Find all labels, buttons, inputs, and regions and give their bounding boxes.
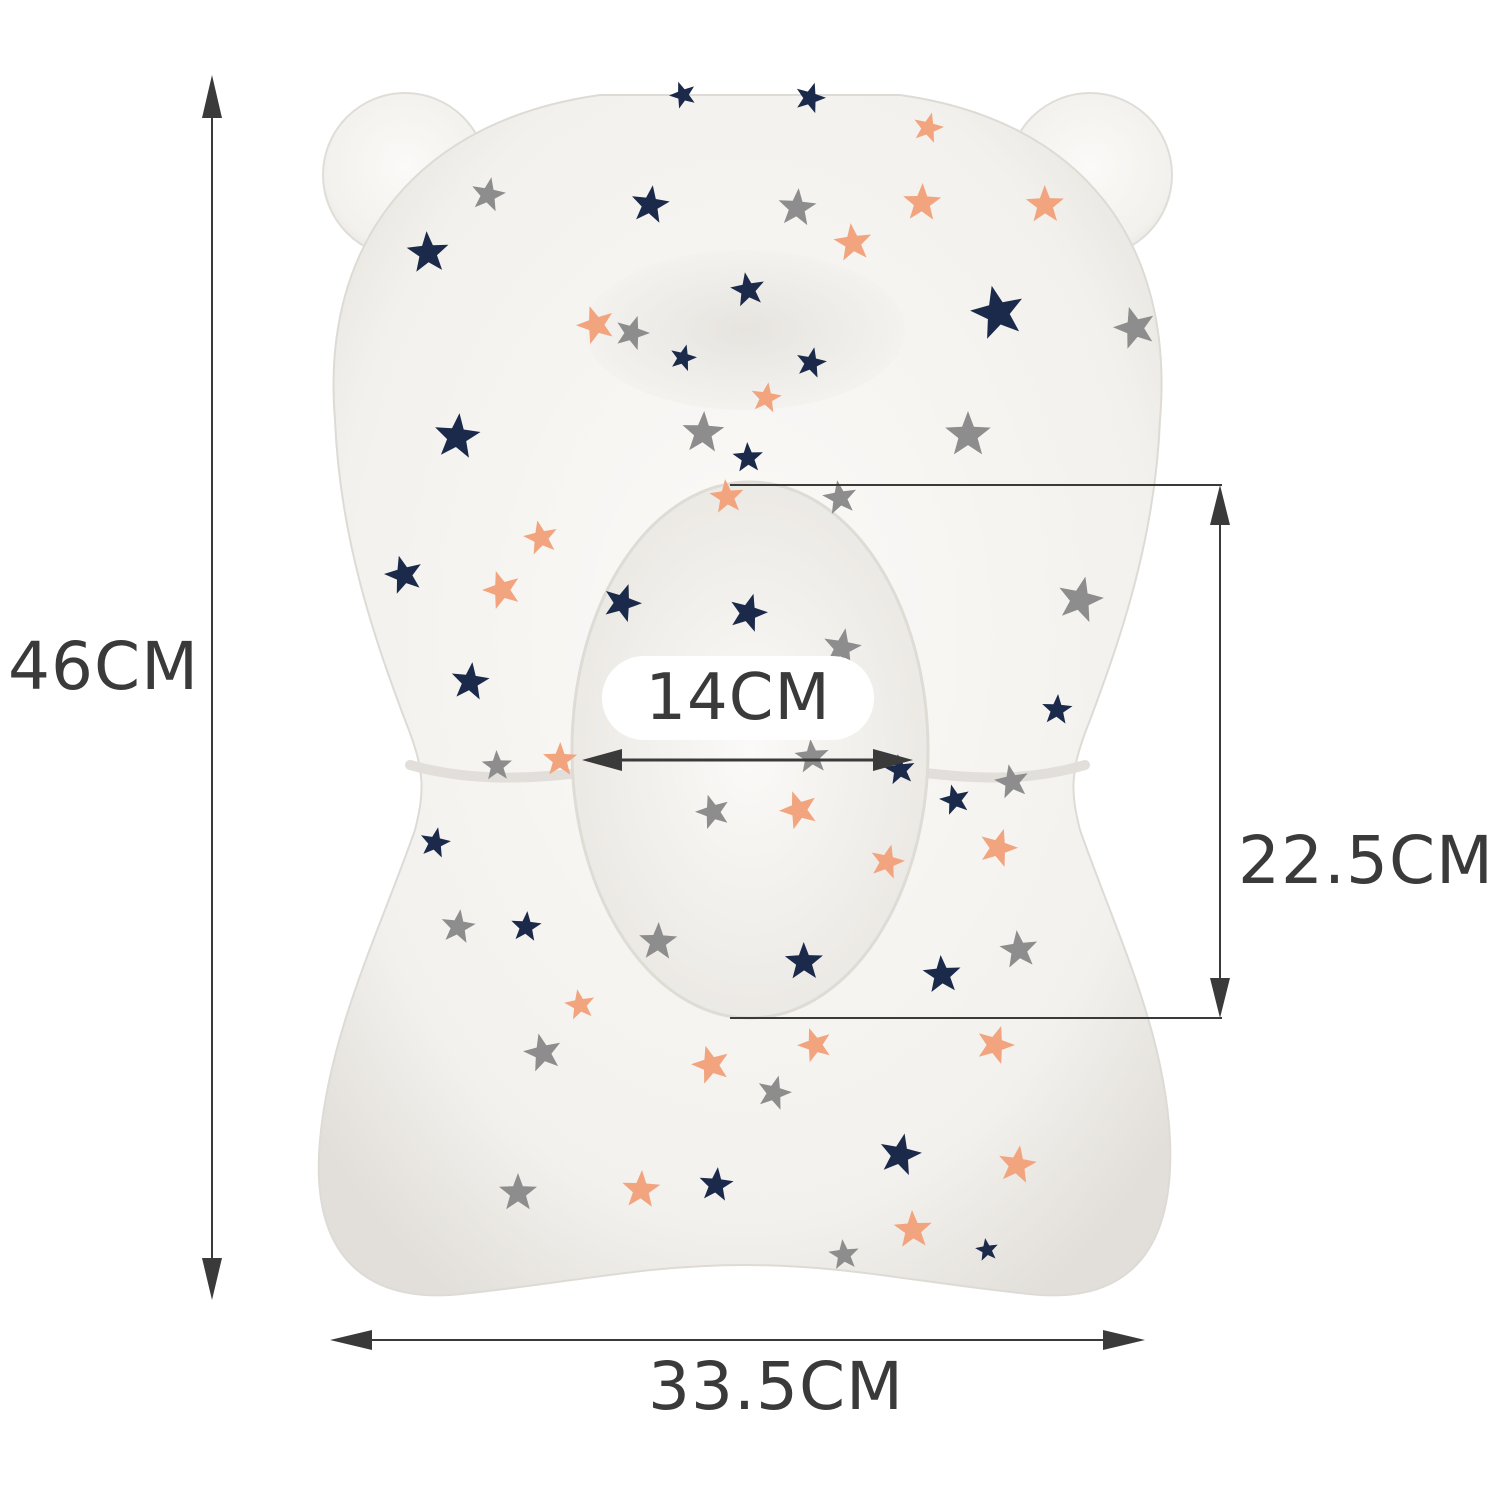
head-rest [585,250,905,410]
back-arrow-bottom [1210,978,1230,1018]
star-icon [994,764,1028,799]
height-arrow-top [202,75,222,118]
star-icon [669,81,695,109]
star-icon [884,754,915,785]
star-icon [797,1028,830,1063]
star-icon [695,794,728,829]
star-icon [421,827,451,858]
star-icon [893,1210,932,1247]
star-icon [981,828,1018,867]
star-icon [880,1133,922,1176]
back-arrow-top [1210,485,1230,525]
star-icon [682,411,725,452]
star-icon [576,306,613,345]
star-icon [999,930,1038,968]
seat-width-label-pill: 14CM [602,656,874,740]
total-height-label: 46CM [8,628,200,705]
star-icon [709,479,744,513]
star-icon [406,231,449,272]
total-width-label: 33.5CM [648,1348,904,1425]
seat-width-label: 14CM [645,661,831,735]
star-icon [523,1033,561,1072]
star-icon [1042,694,1073,724]
back-height-label: 22.5CM [1238,822,1494,899]
star-icon [939,784,969,815]
star-icon [731,593,768,632]
star-icon [833,223,872,261]
star-icon [797,347,827,378]
width-arrow-left [330,1330,372,1350]
star-icon [699,1167,734,1201]
star-icon [499,1173,537,1210]
star-icon [691,1045,728,1084]
star-icon [543,742,578,775]
star-icon [978,1026,1015,1064]
star-icon [564,989,595,1020]
seat-arrow-left [582,749,622,771]
star-icon [784,942,823,979]
star-icon [779,791,816,830]
star-icon [732,442,763,472]
star-icon [671,344,697,372]
star-icon [451,662,490,700]
star-icon [730,272,764,307]
star-icon [605,584,642,623]
star-icon [622,1170,661,1207]
star-icon [384,555,421,594]
star-icon [751,382,782,413]
width-arrow-right [1103,1330,1145,1350]
star-icon [639,922,678,959]
star-icon [871,844,905,879]
star-icon [914,112,944,143]
height-arrow-bottom [202,1258,222,1300]
star-icon [632,185,670,223]
star-icon [1059,576,1104,623]
star-icon [482,571,519,609]
star-icon [758,1075,792,1110]
star-icon [1025,185,1064,222]
star-icon [794,739,829,773]
star-icon [481,750,512,780]
star-icon [903,183,942,220]
dimension-lines [202,75,1230,1350]
star-icon [945,411,991,455]
star-icon [523,520,557,555]
star-pattern [384,81,1154,1269]
star-icon [999,1145,1037,1183]
star-icon [1113,306,1154,349]
star-icon [511,911,542,941]
star-icon [441,909,476,943]
star-icon [828,1239,859,1269]
seat-arrow-right [873,749,913,771]
star-icon [796,82,826,114]
star-icon [472,177,506,212]
star-icon [778,188,817,226]
star-icon [435,413,481,458]
star-icon [822,480,856,514]
star-icon [970,285,1022,339]
star-icon [975,1238,998,1261]
star-icon [617,315,650,351]
star-icon [922,955,961,992]
